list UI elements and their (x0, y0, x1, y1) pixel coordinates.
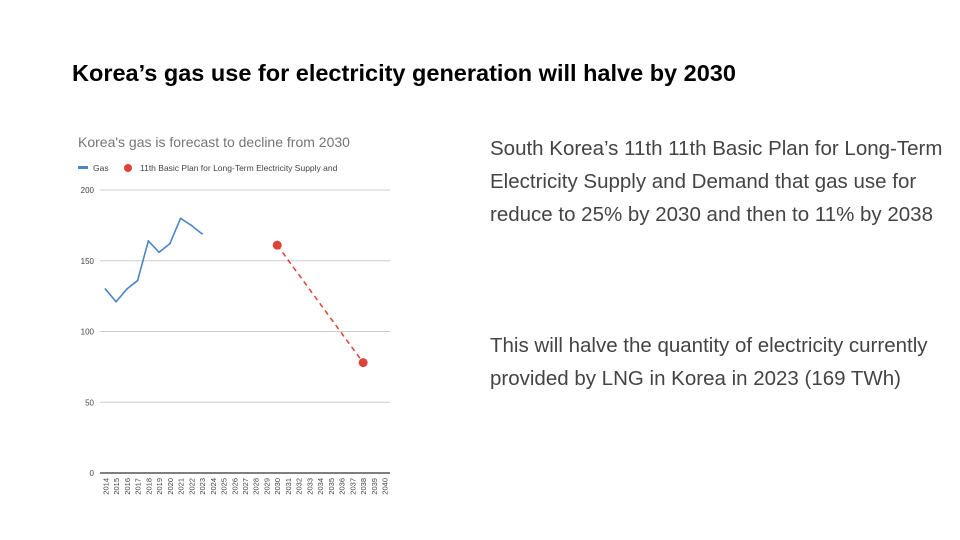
chart-gridlines (100, 189, 390, 474)
plan-description-text: South Korea’s 11th 11th Basic Plan for L… (490, 137, 943, 226)
x-tick-label: 2017 (134, 478, 143, 495)
gas-point-2019 (158, 251, 160, 254)
legend-plan-swatch (124, 164, 132, 172)
x-tick-label: 2036 (338, 478, 347, 495)
slide-title: Korea’s gas use for electricity generati… (72, 60, 736, 86)
lng-halving-text: This will halve the quantity of electric… (490, 334, 928, 390)
x-tick-label: 2015 (112, 478, 121, 495)
plan-point-2030 (272, 240, 282, 250)
gas-point-2015 (115, 300, 118, 303)
x-tick-label: 2032 (295, 478, 304, 495)
x-tick-label: 2035 (327, 478, 336, 495)
y-axis-ticks: 0 50 100 150 200 (81, 186, 95, 478)
gas-point-2023 (201, 232, 203, 235)
x-tick-label: 2027 (241, 478, 250, 495)
x-tick-label: 2025 (220, 478, 229, 495)
x-tick-label: 2034 (316, 478, 325, 495)
legend-gas-swatch (78, 166, 88, 169)
legend-plan-label: 11th Basic Plan for Long-Term Electricit… (140, 163, 338, 173)
x-tick-label: 2028 (252, 478, 261, 495)
gas-point-2016 (125, 288, 128, 290)
x-tick-label: 2020 (166, 478, 175, 495)
x-tick-label: 2018 (144, 478, 153, 495)
plan-dashed-line (276, 244, 364, 364)
x-tick-label: 2040 (381, 478, 390, 495)
y-tick-label: 50 (85, 398, 94, 407)
x-tick-label: 2029 (262, 478, 271, 495)
gas-point-2017 (136, 279, 139, 282)
gas-forecast-chart: Korea's gas is forecast to decline from … (78, 134, 390, 495)
y-tick-label: 150 (81, 257, 95, 266)
chart-series (104, 217, 368, 368)
gas-point-2018 (147, 240, 150, 242)
x-tick-label: 2038 (359, 478, 368, 495)
x-tick-label: 2039 (370, 478, 379, 495)
x-tick-label: 2033 (305, 478, 314, 495)
gas-series-line (104, 217, 203, 303)
legend-gas-label: Gas (93, 163, 109, 173)
gas-point-2021 (179, 217, 182, 220)
chart-container: Korea's gas is forecast to decline from … (70, 125, 400, 510)
x-tick-label: 2014 (101, 478, 110, 495)
chart-title: Korea's gas is forecast to decline from … (78, 134, 350, 150)
x-tick-label: 2026 (230, 478, 239, 495)
x-axis-ticks: 2014 2015 2016 2017 2018 2019 2020 2021 2022 2023… (101, 478, 389, 495)
x-tick-label: 2037 (348, 478, 357, 495)
gas-point-2022 (190, 224, 193, 227)
gas-point-2014 (104, 288, 107, 290)
x-tick-label: 2031 (284, 478, 293, 495)
gas-point-2020 (168, 242, 171, 245)
x-tick-label: 2024 (209, 478, 218, 495)
x-tick-label: 2016 (123, 478, 132, 495)
chart-legend: Gas 11th Basic Plan for Long-Term Electri… (78, 163, 338, 173)
x-tick-label: 2022 (187, 478, 196, 495)
x-tick-label: 2023 (198, 478, 207, 495)
y-tick-label: 100 (81, 328, 95, 337)
y-tick-label: 0 (90, 469, 95, 478)
x-tick-label: 2030 (273, 478, 282, 495)
y-tick-label: 200 (81, 186, 95, 195)
x-tick-label: 2019 (155, 478, 164, 495)
x-tick-label: 2021 (177, 478, 186, 495)
plan-point-2038 (358, 358, 368, 368)
